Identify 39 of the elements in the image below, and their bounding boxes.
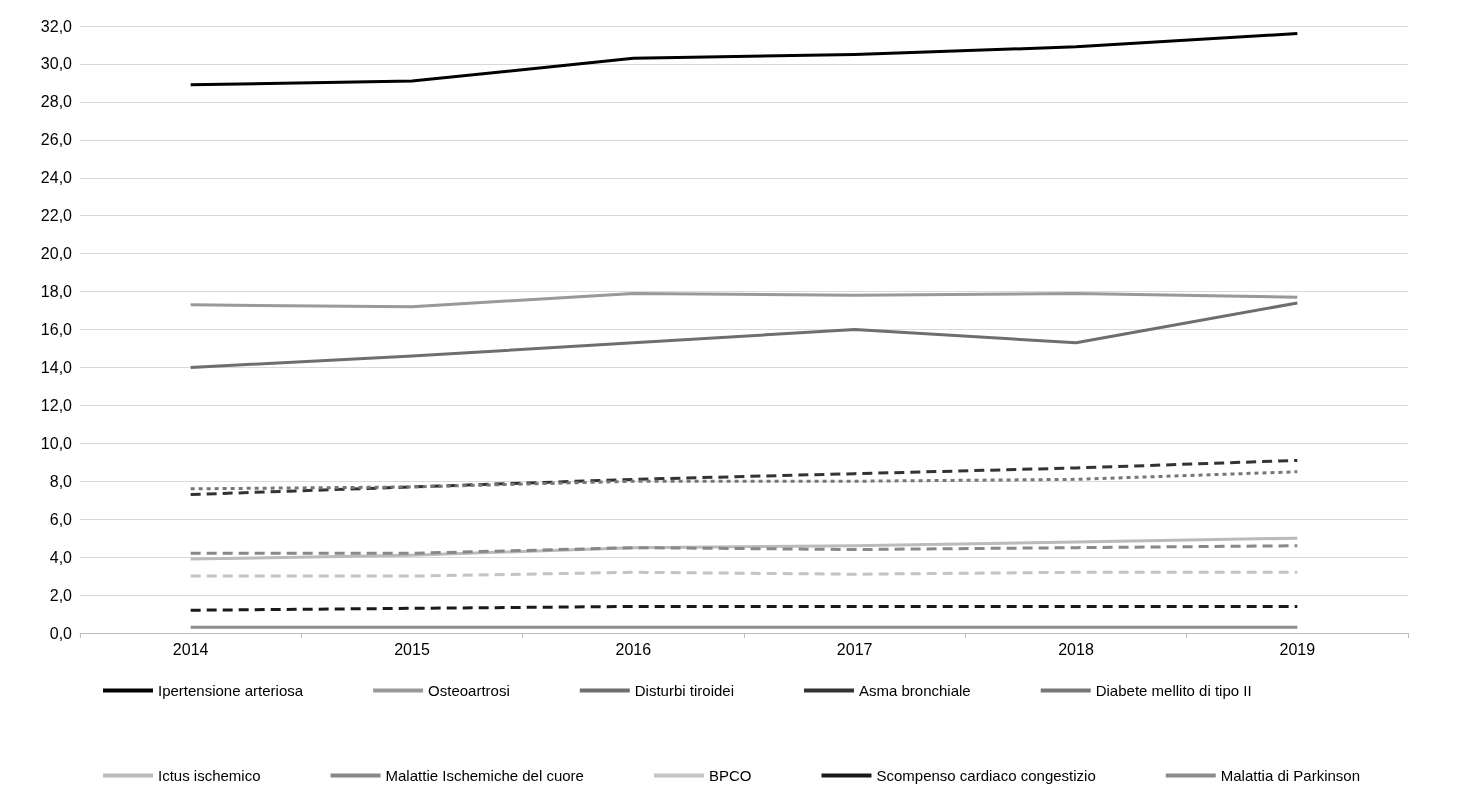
y-tick-label: 18,0 (40, 283, 73, 301)
x-tick-label: 2017 (836, 640, 873, 658)
x-tick-label: 2016 (615, 640, 652, 658)
line-series (189, 32, 1299, 87)
legend-label: Ictus ischemico (158, 767, 261, 784)
legend-label: Malattia di Parkinson (1220, 767, 1360, 784)
y-tick-label: 24,0 (40, 169, 73, 187)
legend-label: Asma bronchiale (858, 682, 971, 699)
y-tick-label: 2,0 (49, 586, 73, 604)
legend-label: Diabete mellito di tipo II (1095, 682, 1252, 699)
y-tick-label: 6,0 (49, 510, 73, 528)
legend-label: Ipertensione arteriosa (158, 682, 304, 699)
y-tick-label: 4,0 (49, 548, 73, 566)
y-tick-label: 22,0 (40, 207, 73, 225)
y-tick-label: 16,0 (40, 321, 73, 338)
legend-label: Osteoartrosi (428, 682, 510, 699)
x-tick-label: 2015 (394, 640, 430, 658)
y-tick-label: 0,0 (49, 624, 73, 642)
y-tick-label: 26,0 (40, 131, 73, 149)
y-tick-label: 20,0 (40, 245, 73, 263)
x-tick-label: 2014 (172, 640, 209, 658)
legend-label: Disturbi tiroidei (634, 682, 734, 699)
line-series (189, 470, 1299, 491)
y-tick-label: 30,0 (40, 55, 73, 73)
y-tick-label: 28,0 (40, 93, 73, 111)
line-series (189, 291, 1299, 309)
line-series (189, 458, 1299, 497)
line-series (189, 301, 1299, 369)
legend-label: Malattie Ischemiche del cuore (385, 767, 584, 784)
y-tick-label: 14,0 (40, 358, 73, 376)
x-tick-label: 2018 (1058, 640, 1094, 658)
y-tick-label: 8,0 (49, 472, 73, 490)
y-tick-label: 10,0 (40, 434, 73, 452)
legend-label: Scompenso cardiaco congestizio (876, 767, 1096, 784)
y-tick-label: 12,0 (40, 396, 73, 414)
y-tick-label: 32,0 (40, 17, 73, 35)
legend-label: BPCO (708, 767, 752, 784)
x-tick-label: 2019 (1279, 640, 1316, 658)
line-series (189, 544, 1299, 555)
